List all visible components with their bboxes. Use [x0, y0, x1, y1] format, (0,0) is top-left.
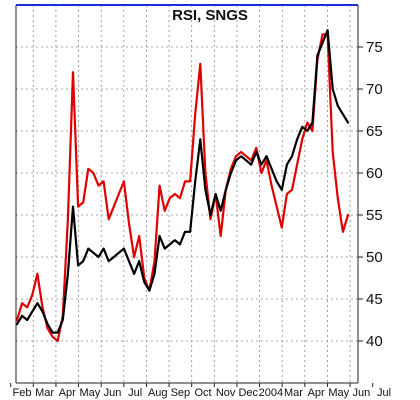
x-tick-label: Oct [194, 387, 211, 399]
y-tick-label: 55 [366, 207, 383, 224]
x-tick-label: Mar [35, 387, 54, 399]
y-tick-label: 65 [366, 123, 383, 140]
x-tick-label: May [79, 387, 100, 399]
y-tick-label: 75 [366, 39, 383, 56]
x-tick-label: Apr [308, 387, 325, 399]
plot-frame [10, 4, 374, 387]
series-layer [15, 29, 350, 343]
y-tick-label: 70 [366, 81, 383, 98]
rsi-black-line [15, 29, 350, 334]
x-tick-label: Dec [238, 387, 258, 399]
y-tick-label: 60 [366, 165, 383, 182]
x-tick-label: Sep [171, 387, 191, 399]
y-tick-label: 50 [366, 249, 383, 266]
x-tick-label: Jun [104, 387, 122, 399]
gridlines [16, 5, 358, 383]
chart-title: RSI, SNGS [172, 7, 248, 24]
x-tick-label: Apr [59, 387, 76, 399]
x-tick-label: Feb [13, 387, 32, 399]
x-tick-label: Jul [128, 387, 142, 399]
x-tick-label: May [328, 387, 349, 399]
x-tick-label: Jun [353, 387, 371, 399]
y-axis-labels: 40 45 50 55 60 65 70 75 [366, 39, 383, 350]
x-tick-label: Jul [377, 387, 391, 399]
x-tick-label: 2004 [259, 387, 283, 399]
y-tick-label: 40 [366, 333, 383, 350]
x-axis-labels: Feb Mar Apr May Jun Jul Aug Sep Oct Nov Dec 2004 Mar… [13, 387, 392, 399]
x-tick-label: Nov [216, 387, 236, 399]
y-tick-label: 45 [366, 291, 383, 308]
x-tick-label: Aug [148, 387, 168, 399]
rsi-red-line [15, 33, 350, 343]
x-tick-label: Mar [284, 387, 303, 399]
